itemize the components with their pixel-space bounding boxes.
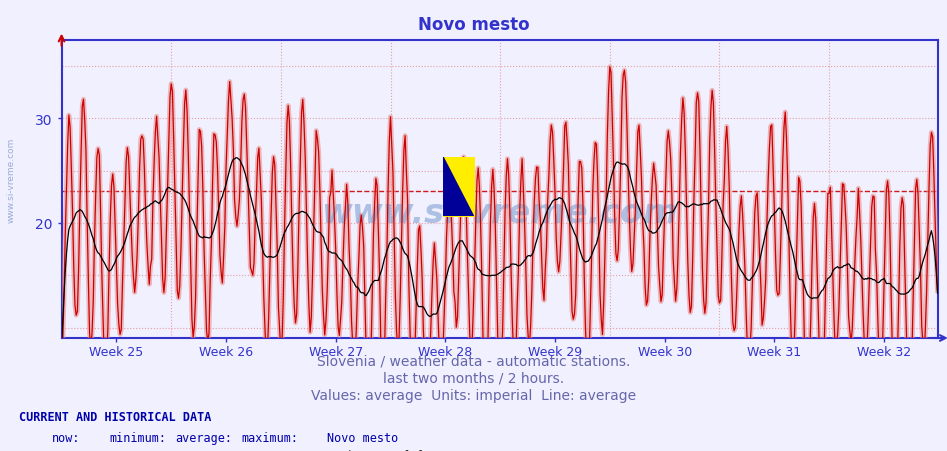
Text: Values: average  Units: imperial  Line: average: Values: average Units: imperial Line: av… <box>311 388 636 402</box>
Text: last two months / 2 hours.: last two months / 2 hours. <box>383 371 564 385</box>
Text: now:: now: <box>52 431 80 444</box>
Text: 33: 33 <box>52 449 67 451</box>
Text: Novo mesto: Novo mesto <box>418 16 529 34</box>
Text: CURRENT AND HISTORICAL DATA: CURRENT AND HISTORICAL DATA <box>19 410 211 423</box>
Text: www.si-vreme.com: www.si-vreme.com <box>7 138 16 223</box>
Text: 23: 23 <box>175 449 190 451</box>
Text: average:: average: <box>175 431 232 444</box>
Text: Slovenia / weather data - automatic stations.: Slovenia / weather data - automatic stat… <box>317 354 630 368</box>
Polygon shape <box>443 158 474 216</box>
Text: maximum:: maximum: <box>241 431 298 444</box>
Text: www.si-vreme.com: www.si-vreme.com <box>321 197 678 230</box>
Text: Novo mesto: Novo mesto <box>327 431 398 444</box>
Text: minimum:: minimum: <box>109 431 166 444</box>
Text: 10: 10 <box>109 449 124 451</box>
Text: air temp.[F]: air temp.[F] <box>339 449 424 451</box>
Text: 35: 35 <box>241 449 257 451</box>
